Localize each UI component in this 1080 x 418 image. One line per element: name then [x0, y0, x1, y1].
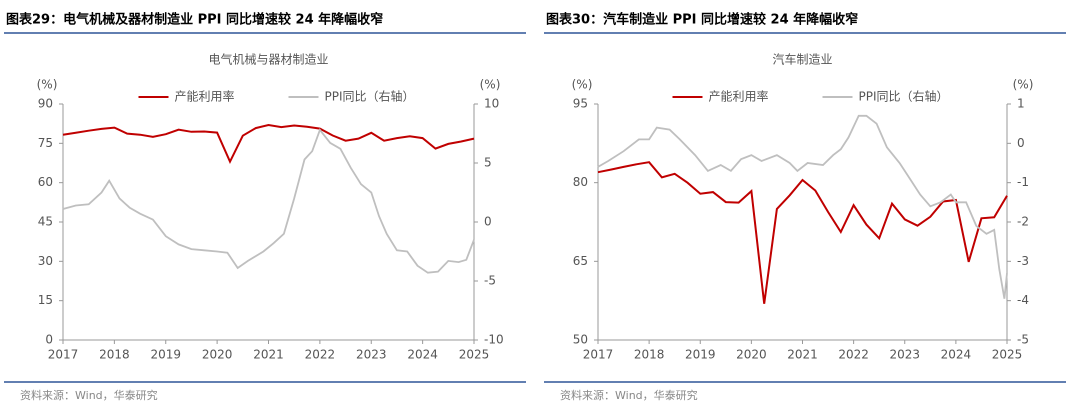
x-tick-label: 2024 [407, 348, 438, 362]
y2-tick-label: -5 [484, 274, 496, 288]
series-line [597, 161, 1008, 304]
y-tick-label: 15 [38, 293, 53, 307]
y2-label: (%) [480, 78, 501, 92]
source: 资料来源：Wind，华泰研究 [560, 388, 698, 402]
legend-label: PPI同比（右轴） [859, 89, 949, 104]
chart-title: 汽车制造业 [772, 52, 832, 67]
chart-title: 电气机械与器材制造业 [208, 52, 328, 67]
x-tick-label: 2023 [356, 348, 387, 362]
y2-tick-label: -3 [1017, 254, 1029, 268]
x-tick-label: 2025 [459, 348, 490, 362]
x-tick-label: 2020 [736, 348, 767, 362]
x-tick-label: 2024 [941, 348, 972, 362]
x-tick-label: 2018 [634, 348, 665, 362]
x-tick-label: 2020 [202, 348, 233, 362]
y-tick-label: 95 [573, 97, 588, 111]
caption: 图表29：电气机械及器材制造业 PPI 同比增速较 24 年降幅收窄 [6, 12, 383, 28]
y2-tick-label: -1 [1017, 175, 1029, 189]
y-label: (%) [572, 78, 593, 92]
x-tick-label: 2017 [48, 348, 79, 362]
y2-label: (%) [1013, 78, 1034, 92]
y2-tick-label: -4 [1017, 293, 1029, 307]
y-tick-label: 0 [45, 333, 53, 347]
legend-label: PPI同比（右轴） [325, 89, 415, 104]
x-tick-label: 2021 [787, 348, 818, 362]
caption: 图表30：汽车制造业 PPI 同比增速较 24 年降幅收窄 [546, 12, 858, 28]
series-line [62, 128, 475, 274]
legend-label: 产能利用率 [709, 89, 769, 104]
y2-tick-label: 5 [484, 156, 492, 170]
x-tick-label: 2022 [838, 348, 869, 362]
y-tick-label: 60 [38, 175, 53, 189]
x-tick-label: 2022 [305, 348, 336, 362]
y2-tick-label: 0 [1017, 136, 1025, 150]
y2-tick-label: -2 [1017, 215, 1029, 229]
x-tick-label: 2025 [992, 348, 1023, 362]
x-tick-label: 2023 [889, 348, 920, 362]
y-tick-label: 75 [38, 136, 53, 150]
series-line [597, 114, 1008, 299]
x-tick-label: 2019 [150, 348, 181, 362]
x-tick-label: 2017 [583, 348, 614, 362]
x-tick-label: 2021 [253, 348, 284, 362]
series-line [62, 123, 475, 165]
y-tick-label: 80 [573, 175, 588, 189]
x-tick-label: 2018 [99, 348, 130, 362]
y2-tick-label: 1 [1017, 97, 1025, 111]
legend-label: 产能利用率 [175, 89, 235, 104]
y2-tick-label: 10 [484, 97, 499, 111]
source: 资料来源：Wind，华泰研究 [20, 388, 158, 402]
y-tick-label: 65 [573, 254, 588, 268]
y-tick-label: 45 [38, 215, 53, 229]
y2-tick-label: 0 [484, 215, 492, 229]
y-tick-label: 50 [573, 333, 588, 347]
y-label: (%) [37, 78, 58, 92]
y-tick-label: 30 [38, 254, 53, 268]
y2-tick-label: -10 [484, 333, 504, 347]
x-tick-label: 2019 [685, 348, 716, 362]
y-tick-label: 90 [38, 97, 53, 111]
y2-tick-label: -5 [1017, 333, 1029, 347]
